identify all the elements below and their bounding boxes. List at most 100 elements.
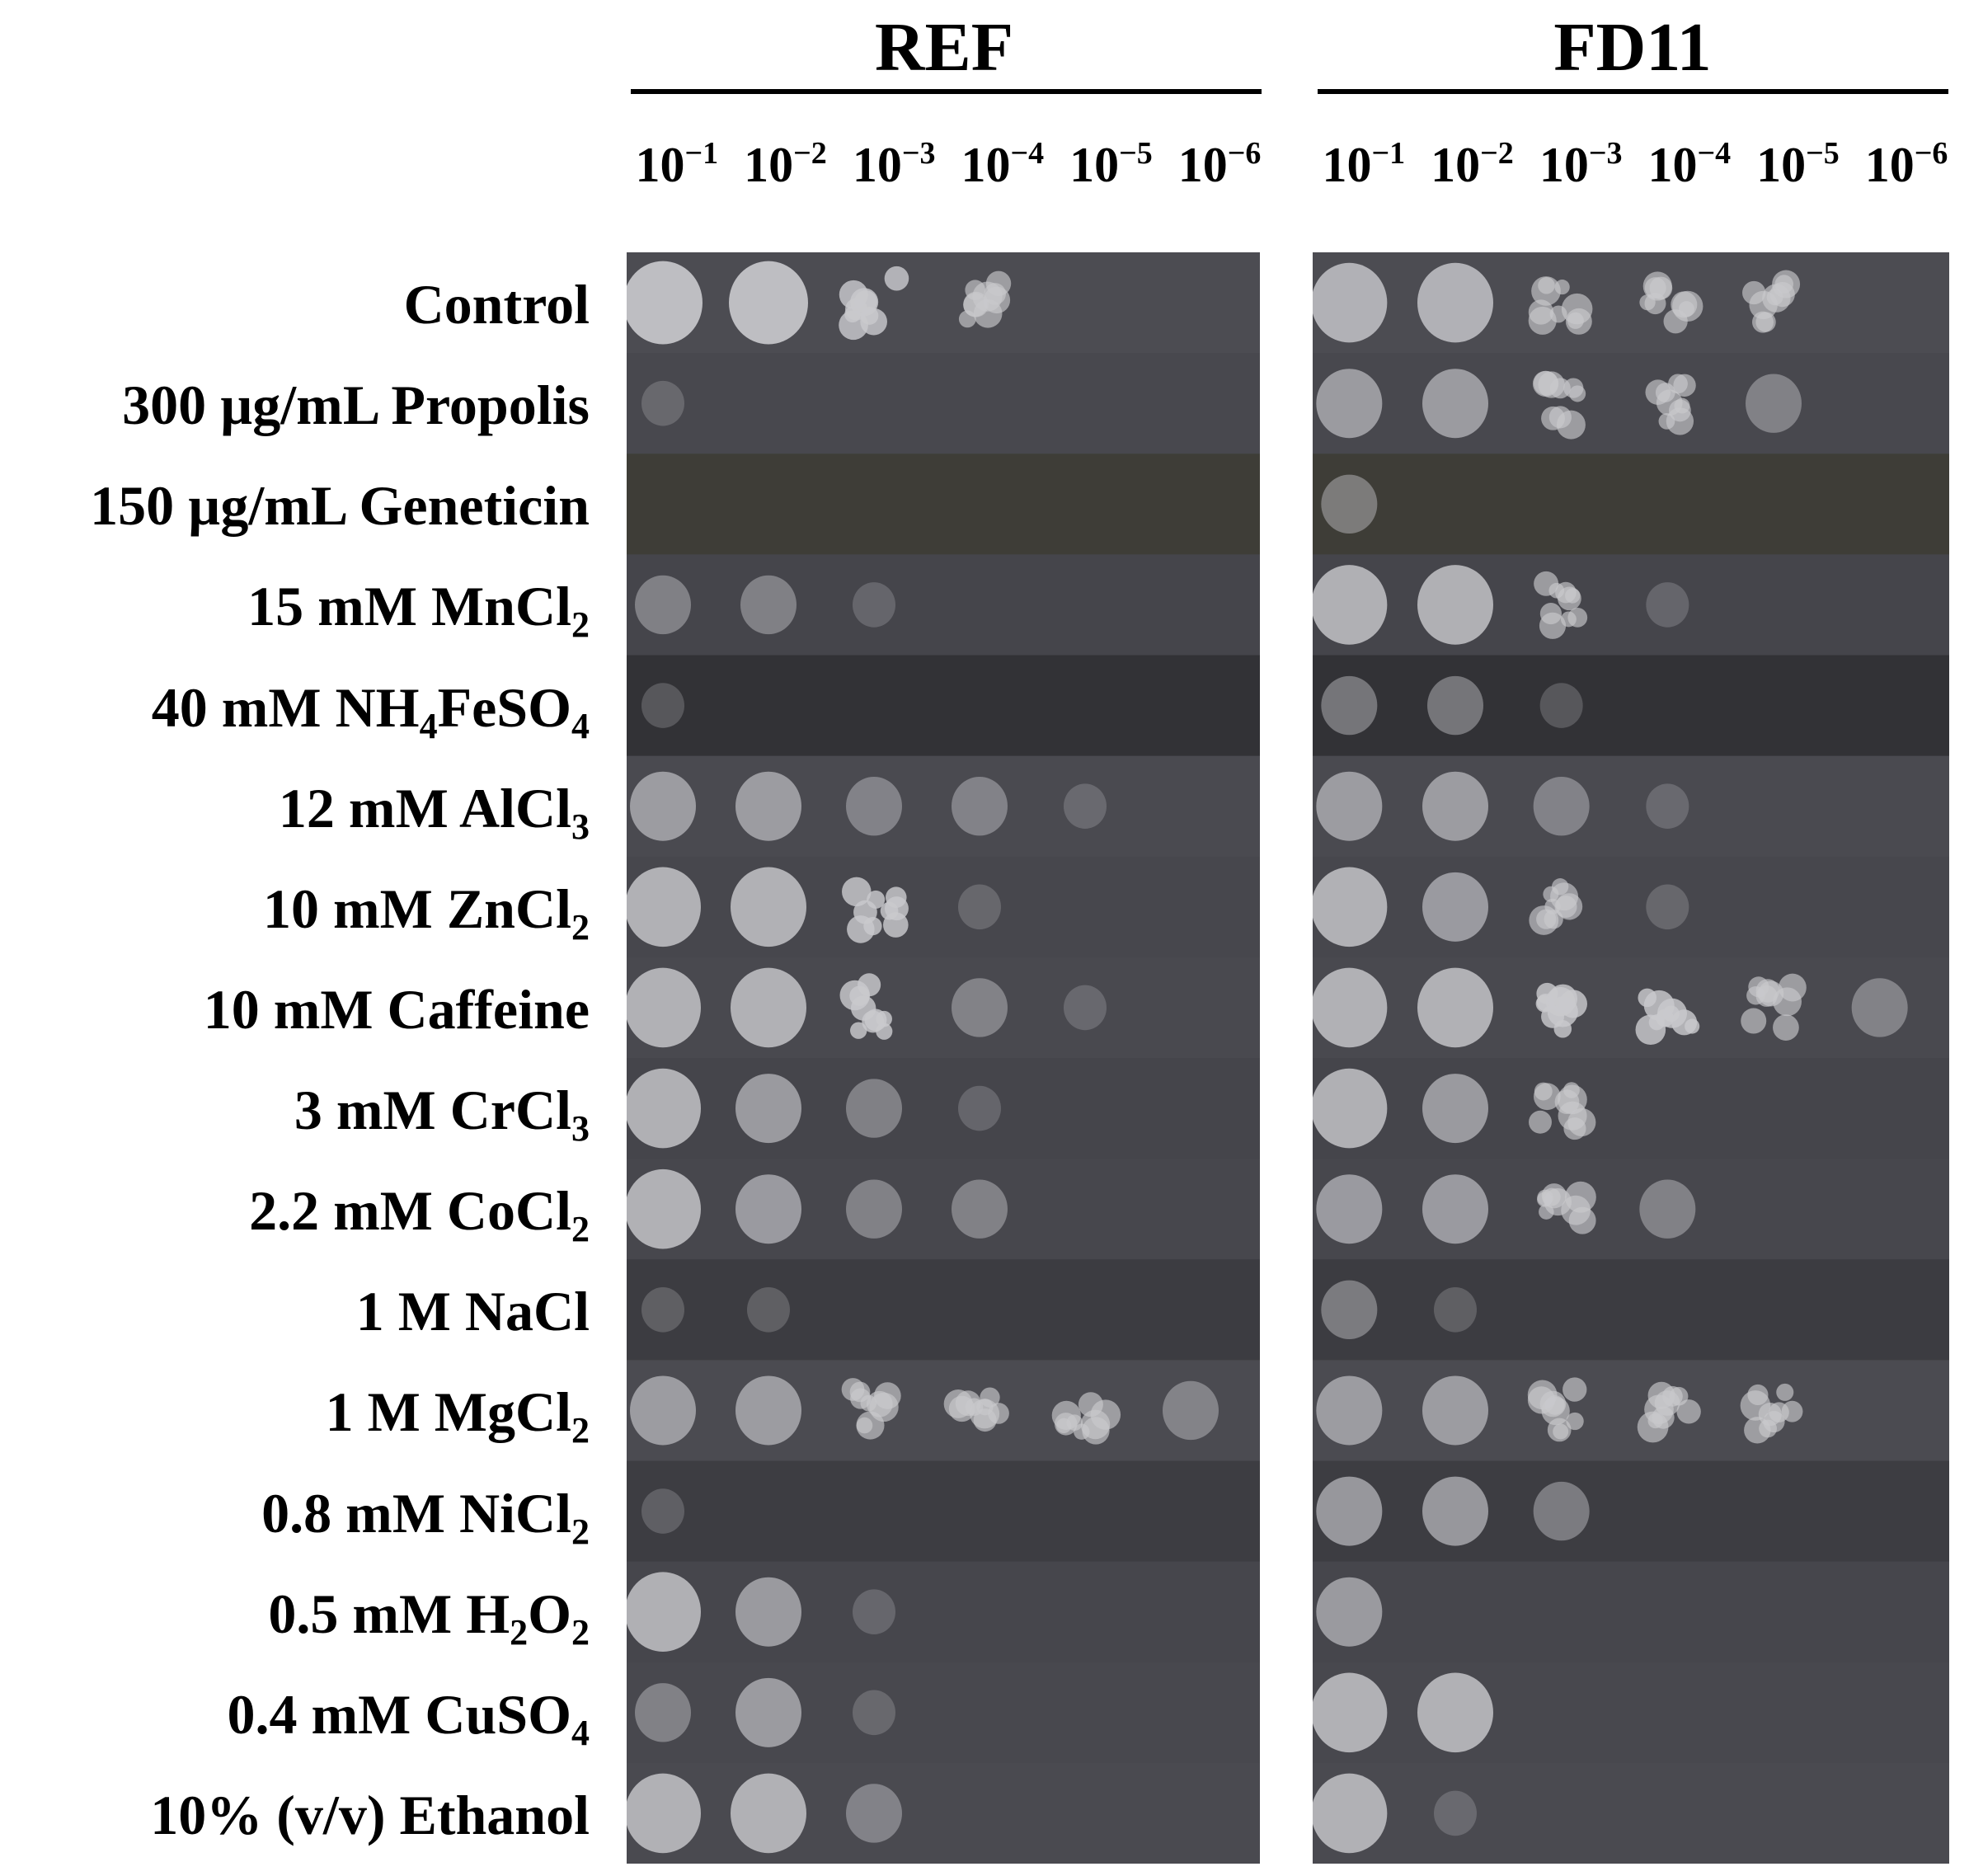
colony-cluster (841, 1378, 901, 1440)
growth-spot (1316, 1577, 1383, 1647)
plate-row-background (1313, 1159, 1949, 1261)
condition-label: Control (403, 273, 590, 336)
growth-spot (627, 967, 701, 1048)
dilution-label: 10−3 (1539, 136, 1623, 192)
condition-label: 150 µg/mL Geneticin (90, 474, 590, 538)
growth-spot (635, 575, 691, 635)
colony-cluster (958, 270, 1012, 328)
dilution-label: 10−1 (1322, 136, 1406, 192)
plate-row-background (627, 1159, 1260, 1261)
plate-fd11 (1313, 252, 1949, 1864)
growth-spot (731, 967, 806, 1048)
colony-cluster (1637, 1381, 1701, 1443)
strain-underline-fd11 (1318, 89, 1948, 94)
growth-spot (1533, 776, 1590, 836)
growth-spot (846, 1079, 902, 1138)
growth-spot (1539, 683, 1583, 728)
plate-row-background (1313, 1360, 1949, 1462)
colony-cluster (1529, 878, 1583, 935)
condition-label: 0.8 mM NiCl2 (261, 1481, 590, 1552)
growth-spot (630, 771, 696, 841)
growth-spot (1313, 1773, 1388, 1854)
plate-row-background (627, 1058, 1260, 1160)
colony-cluster (839, 266, 909, 341)
condition-label: 0.4 mM CuSO4 (227, 1682, 590, 1753)
growth-spot (1064, 985, 1107, 1031)
growth-spot (1321, 675, 1378, 736)
colony-cluster (1534, 571, 1588, 639)
growth-spot (1422, 1174, 1488, 1244)
growth-spot (1313, 1672, 1388, 1753)
growth-spot (1316, 1476, 1383, 1546)
growth-spot (1639, 1179, 1696, 1239)
growth-spot (958, 884, 1001, 930)
growth-spot (952, 978, 1008, 1037)
growth-spot (641, 1488, 684, 1534)
growth-spot (735, 1677, 801, 1747)
colony-cluster (1740, 1383, 1803, 1444)
growth-spot (627, 867, 701, 947)
growth-spot (627, 1068, 701, 1149)
colony-cluster (1742, 270, 1801, 333)
dilution-label: 10−1 (635, 136, 719, 192)
growth-spot (1316, 1174, 1383, 1244)
condition-label: 0.5 mM H2O2 (268, 1582, 590, 1653)
growth-spot (627, 1773, 701, 1854)
growth-spot (1746, 374, 1802, 433)
plate-row-background (1313, 252, 1949, 355)
growth-spot (641, 380, 684, 426)
plate-row-background (627, 1259, 1260, 1361)
dilution-label: 10−5 (1756, 136, 1840, 192)
growth-spot (846, 1179, 902, 1239)
growth-spot (1422, 771, 1488, 841)
colony-cluster (1529, 1082, 1596, 1140)
growth-spot (1064, 783, 1107, 829)
condition-label: 300 µg/mL Propolis (122, 374, 590, 437)
dilution-label: 10−5 (1069, 136, 1153, 192)
growth-spot (729, 261, 808, 345)
growth-spot (641, 1287, 684, 1333)
growth-spot (1533, 1481, 1590, 1541)
growth-spot (1646, 783, 1689, 829)
growth-spot (846, 776, 902, 836)
plate-row-background (1313, 353, 1949, 455)
plate-row-background (1313, 1561, 1949, 1663)
growth-spot (1422, 1074, 1488, 1144)
growth-spot (1417, 967, 1493, 1048)
condition-label: 3 mM CrCl3 (294, 1079, 590, 1149)
colony-cluster (1645, 374, 1696, 435)
growth-spot (846, 1784, 902, 1843)
strain-underline-ref (631, 89, 1262, 94)
dilution-header-ref: 10−1 10−2 10−3 10−4 10−5 10−6 (623, 132, 1274, 198)
growth-spot (1316, 369, 1383, 439)
growth-spot (731, 1773, 806, 1854)
growth-spot (1316, 771, 1383, 841)
plate-row-background (1313, 1460, 1949, 1563)
plate-row-background (627, 1561, 1260, 1663)
growth-spot (630, 1375, 696, 1446)
growth-spot (958, 1085, 1001, 1131)
growth-spot (1313, 1068, 1388, 1149)
dilution-label: 10−3 (852, 136, 936, 192)
growth-spot (641, 683, 684, 728)
plate-row-background (627, 655, 1260, 757)
growth-spot (853, 582, 895, 628)
growth-spot (1417, 1672, 1493, 1753)
colony-cluster (1532, 370, 1586, 440)
plate-row-background (627, 1762, 1260, 1864)
growth-spot (735, 771, 801, 841)
colony-cluster (943, 1387, 1009, 1432)
growth-spot (735, 1577, 801, 1647)
growth-spot (1321, 1280, 1378, 1340)
dilution-label: 10−4 (961, 136, 1045, 192)
growth-spot (1434, 1287, 1477, 1333)
plate-row-background (627, 454, 1260, 556)
colony-cluster (1528, 276, 1593, 335)
condition-label: 10% (v/v) Ethanol (150, 1783, 590, 1846)
colony-cluster (1535, 982, 1588, 1038)
colony-cluster (1639, 271, 1703, 334)
growth-spot (1427, 675, 1483, 736)
growth-spot (627, 261, 703, 345)
plate-row-background (1313, 1662, 1949, 1764)
condition-label: 1 M MgCl2 (325, 1380, 590, 1451)
